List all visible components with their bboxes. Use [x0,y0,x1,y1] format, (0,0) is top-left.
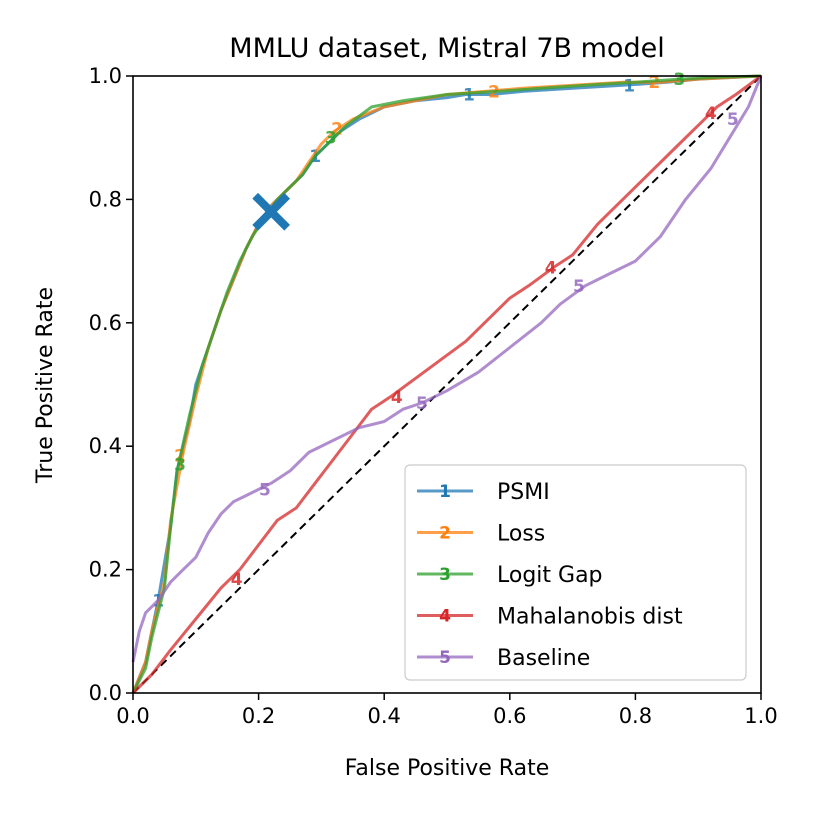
legend-item-logit-gap: 3 Logit Gap [417,563,603,588]
y-tick-label: 0.0 [89,681,122,705]
y-axis: 0.0 0.2 0.4 0.6 0.8 1.0 [89,64,133,705]
x-axis: 0.0 0.2 0.4 0.6 0.8 1.0 [116,693,778,728]
plot-frame [132,75,762,694]
legend-items: 1 PSMI 2 Loss 3 Logit Gap 4 Mahalanobis dist 5 Ba… [417,480,683,671]
y-tick-label: 0.6 [89,311,122,335]
legend-label: PSMI [497,480,550,505]
legend-box [404,464,747,681]
legend-label: Mahalanobis dist [497,605,683,630]
chance-diagonal [132,75,762,694]
x-tick-label: 0.4 [367,704,400,728]
series-marker-mahalanobis-dist: 4 [545,258,557,278]
series-line-logit-gap [131,74,762,694]
series-marker-logit-gap: 3 [174,456,186,476]
series-marker-mahalanobis-dist: 4 [705,104,717,124]
annotation-layer [252,192,290,231]
y-tick-label: 0.4 [89,434,122,458]
x-axis-label: False Positive Rate [345,756,549,781]
y-tick-label: 1.0 [89,64,122,88]
x-tick-label: 0.6 [493,704,526,728]
x-tick-label: 0.0 [116,704,149,728]
x-tick-label: 0.8 [619,704,652,728]
legend-item-psmi: 1 PSMI [417,480,550,505]
chart-title: MMLU dataset, Mistral 7B model [229,33,664,64]
y-tick-label: 0.8 [89,187,122,211]
series-line-baseline [131,75,763,663]
series-marker-baseline: 5 [416,394,428,414]
series-marker-psmi: 1 [623,76,635,96]
legend-marker: 3 [439,565,451,585]
legend-item-mahalanobis-dist: 4 Mahalanobis dist [417,605,683,630]
legend-label: Baseline [497,646,590,671]
y-tick-label: 0.2 [89,558,122,582]
legend-item-loss: 2 Loss [417,522,545,547]
series-line-mahalanobis-dist [131,74,762,695]
series-marker-mahalanobis-dist: 4 [231,570,243,590]
x-marker-stroke [252,192,290,231]
y-axis-label: True Positive Rate [33,287,58,484]
operating-point-x-marker [252,192,290,231]
series-marker-psmi: 1 [463,86,475,106]
x-tick-label: 1.0 [744,704,777,728]
x-tick-label: 0.2 [242,704,275,728]
legend-marker: 5 [439,648,451,668]
series-marker-baseline: 5 [573,277,585,297]
legend-label: Logit Gap [497,563,603,588]
series-marker-baseline: 5 [727,110,739,130]
legend: 1 PSMI 2 Loss 3 Logit Gap 4 Mahalanobis dist 5 Ba… [404,464,747,681]
legend-marker: 1 [439,482,451,502]
series-marker-loss: 2 [331,119,343,139]
series-marker-loss: 2 [648,73,660,93]
series-marker-mahalanobis-dist: 4 [391,388,403,408]
legend-label: Loss [497,522,545,547]
series-marker-baseline: 5 [259,480,271,500]
legend-marker: 4 [439,607,451,627]
series-marker-logit-gap: 3 [673,70,685,90]
legend-marker: 2 [439,524,451,544]
legend-item-baseline: 5 Baseline [417,646,590,671]
series-marker-logit-gap: 3 [325,129,337,149]
